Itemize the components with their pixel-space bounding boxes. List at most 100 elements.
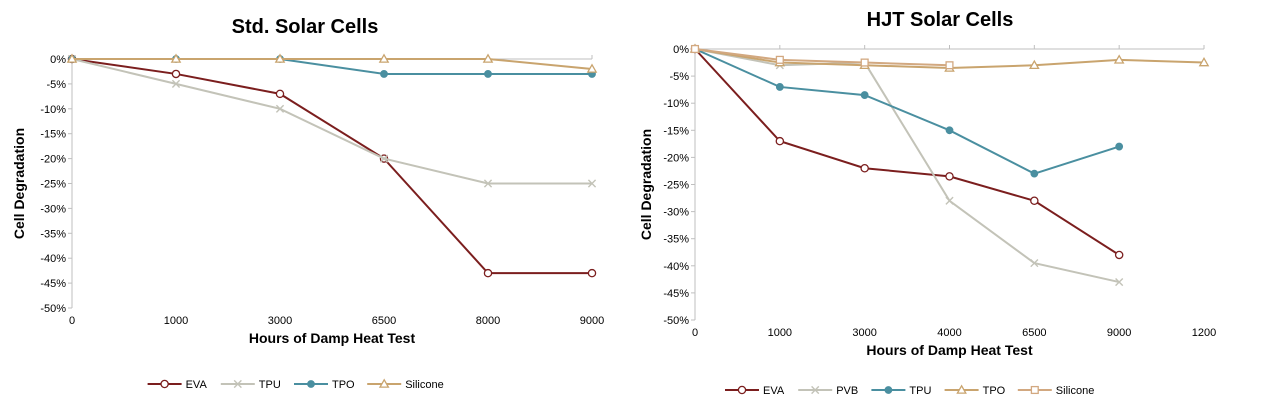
std-point-tpu (587, 179, 597, 188)
hjt-point-pvb (945, 196, 954, 205)
hjt-point-tpu (1030, 169, 1039, 178)
std-legend-item-silicone: Silicone (367, 378, 444, 391)
hjt-point-tpo (1029, 59, 1040, 70)
hjt-series-silicone (690, 44, 954, 70)
hjt-y-tick-label: -30% (663, 207, 689, 219)
hjt-x-tick-label: 4000 (937, 327, 961, 339)
std-legend-item-eva: EVA (147, 379, 208, 391)
std-point-silicone (66, 53, 78, 63)
std-legend-label: TPO (332, 379, 355, 391)
std-y-tick-label: -40% (40, 253, 66, 265)
std-legend-label: TPU (259, 379, 281, 391)
hjt-y-tick-label: -45% (663, 288, 689, 300)
std-line-eva (71, 58, 592, 275)
hjt-y-tick-label: -40% (663, 261, 689, 273)
std-line-silicone (72, 58, 593, 70)
std-legend-marker-silicone (378, 378, 390, 388)
hjt-x-axis-title: Hours of Damp Heat Test (866, 342, 1033, 358)
hjt-point-pvb (1030, 258, 1039, 268)
hjt-point-eva (775, 136, 785, 146)
std-point-silicone (274, 53, 286, 63)
std-point-eva (483, 268, 493, 278)
hjt-legend-label: Silicone (1056, 385, 1095, 397)
std-y-tick-label: -35% (40, 228, 66, 240)
hjt-point-tpu (860, 91, 869, 99)
std-series-eva (67, 54, 597, 278)
std-point-eva (171, 69, 181, 79)
hjt-point-silicone (945, 61, 954, 70)
std-legend-marker-tpo (307, 380, 315, 388)
std-y-tick-label: -5% (46, 79, 66, 91)
std-x-tick-label: 3000 (268, 315, 292, 327)
std-x-tick-label: 9000 (580, 315, 604, 327)
hjt-x-tick-label: 3000 (852, 327, 876, 339)
hjt-legend-item-tpo: TPO (944, 384, 1006, 397)
hjt-line-pvb (694, 48, 1120, 284)
std-point-tpu (483, 179, 493, 188)
std-point-silicone (586, 63, 598, 73)
hjt-legend-marker-silicone (1030, 385, 1039, 395)
hjt-point-tpu (775, 83, 784, 91)
chart-hjt-solar-cells: HJT Solar Cells 0% -5% -10% -15% -20% -25% -30%… (628, 0, 1280, 408)
hjt-x-tick-label: 1000 (768, 327, 792, 339)
hjt-point-tpu (1115, 142, 1124, 151)
hjt-legend: EVA PVB TPU TPO Silicone (725, 384, 1095, 397)
std-legend-marker-tpu (233, 379, 242, 389)
hjt-point-eva (860, 163, 869, 173)
std-y-tick-label: -15% (40, 129, 66, 141)
hjt-line-tpu (694, 48, 1120, 175)
std-x-tick-label: 1000 (164, 315, 188, 327)
hjt-line-eva (694, 48, 1120, 256)
hjt-legend-marker-pvb (811, 385, 820, 395)
hjt-y-tick-label: -10% (663, 98, 689, 110)
hjt-svg: HJT Solar Cells 0% -5% -10% -15% -20% -25% -30%… (638, 9, 1216, 397)
std-x-tick-label: 0 (69, 315, 75, 327)
hjt-point-pvb (1115, 277, 1124, 287)
std-legend-marker-eva (160, 379, 169, 389)
std-point-silicone (482, 53, 494, 63)
hjt-x-tick-label: 6500 (1022, 327, 1046, 339)
std-legend-label: EVA (186, 379, 208, 391)
std-y-tick-label: -25% (40, 179, 66, 191)
std-point-tpu (275, 104, 285, 113)
hjt-point-silicone (860, 58, 869, 67)
hjt-point-eva (1114, 250, 1124, 260)
std-y-tick-label: -30% (40, 203, 66, 215)
hjt-y-tick-label: -20% (663, 152, 689, 164)
hjt-y-tick-label: -25% (663, 180, 689, 192)
hjt-point-tpo (1198, 57, 1210, 67)
std-series-silicone (66, 53, 598, 73)
std-y-tick-label: -10% (40, 104, 66, 116)
std-legend-label: Silicone (405, 379, 444, 391)
std-svg: Std. Solar Cells 0% -5% -10% -15% -20% -25% -30… (11, 16, 604, 391)
std-point-tpu (379, 154, 389, 163)
hjt-y-tick-label: -35% (663, 234, 689, 246)
chart-std-solar-cells: Std. Solar Cells 0% -5% -10% -15% -20% -25% -30… (0, 0, 620, 408)
std-y-tick-label: 0% (50, 54, 66, 66)
hjt-y-tick-label: -50% (663, 315, 689, 327)
hjt-series-tpu (691, 45, 1124, 178)
std-point-eva (587, 268, 597, 278)
hjt-x-tick-label: 9000 (1107, 327, 1131, 339)
hjt-y-tick-label: -15% (663, 125, 689, 137)
std-line-tpu (71, 58, 592, 185)
hjt-point-silicone (690, 44, 700, 54)
std-point-tpu (171, 79, 181, 88)
hjt-legend-marker-tpo (956, 384, 967, 394)
hjt-point-silicone (775, 55, 784, 64)
std-point-eva (275, 89, 285, 99)
hjt-point-tpu (945, 126, 954, 135)
hjt-legend-label: TPO (983, 385, 1006, 397)
std-x-tick-label: 8000 (476, 315, 500, 327)
hjt-legend-item-pvb: PVB (798, 385, 858, 397)
hjt-legend-label: PVB (836, 385, 858, 397)
std-x-axis-title: Hours of Damp Heat Test (249, 330, 416, 346)
hjt-legend-item-tpu: TPU (871, 385, 931, 397)
std-y-tick-label: -20% (40, 154, 66, 166)
std-y-tick-label: -45% (40, 278, 66, 290)
std-y-tick-label: -50% (40, 303, 66, 315)
hjt-legend-item-silicone: Silicone (1017, 385, 1095, 397)
std-point-tpo (380, 70, 388, 78)
std-point-tpo (484, 70, 492, 78)
std-point-silicone (378, 53, 390, 63)
